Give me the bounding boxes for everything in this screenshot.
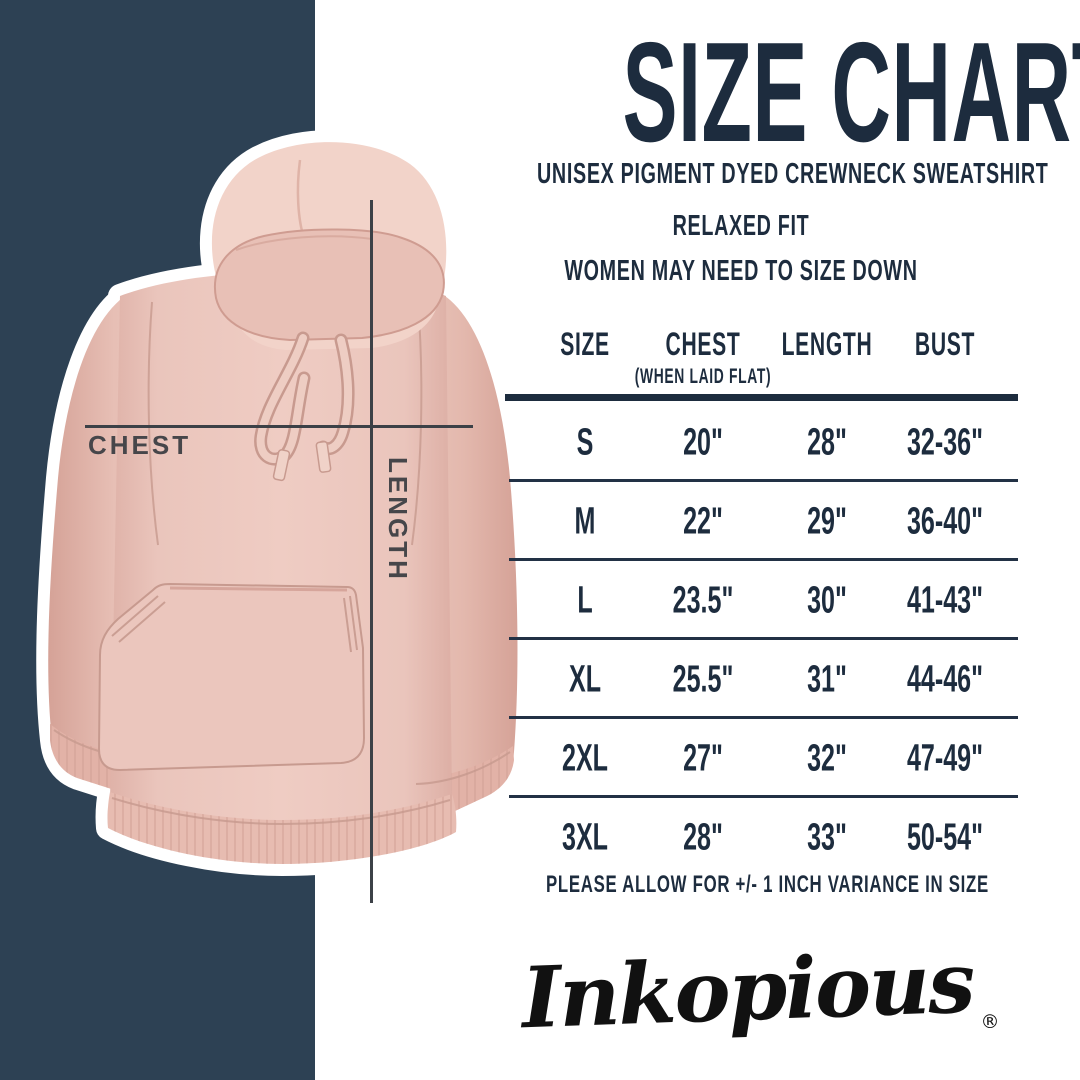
cell-chest: 27" <box>683 737 723 779</box>
registered-trademark: ® <box>980 1010 1000 1034</box>
row-divider <box>509 716 1018 719</box>
cell-bust: 47-49" <box>906 737 984 779</box>
cell-size: L <box>577 579 593 621</box>
cell-bust: 36-40" <box>906 500 984 542</box>
hoodie-collar-roll <box>213 228 445 342</box>
chest-measure-line <box>85 425 473 428</box>
cell-length: 30" <box>807 579 847 621</box>
hoodie-seam-stitches <box>53 301 511 826</box>
drawstring-aglet-left <box>272 449 291 482</box>
drawstring-aglet-right <box>315 440 332 473</box>
cell-chest: 25.5" <box>672 658 734 700</box>
cell-length: 28" <box>807 421 847 463</box>
cell-chest: 22" <box>683 500 723 542</box>
cell-length: 33" <box>807 816 847 858</box>
cell-size: XL <box>568 658 602 700</box>
table-row: S 20" 28" 32-36" <box>505 403 1018 482</box>
length-measure-line <box>370 200 373 903</box>
cell-chest: 23.5" <box>672 579 734 621</box>
table-header-rule <box>505 394 1018 401</box>
row-divider <box>509 479 1018 482</box>
cell-bust: 44-46" <box>906 658 984 700</box>
table-row: 3XL 28" 33" 50-54" <box>505 798 1018 877</box>
table-row: L 23.5" 30" 41-43" <box>505 561 1018 640</box>
cell-bust: 50-54" <box>906 816 984 858</box>
column-header-size: SIZE <box>560 326 610 362</box>
column-header-bust: BUST <box>914 326 976 362</box>
cell-size: 2XL <box>561 737 609 779</box>
cell-chest: 20" <box>683 421 723 463</box>
table-row: M 22" 29" 36-40" <box>505 482 1018 561</box>
cell-size: 3XL <box>561 816 609 858</box>
variance-note: PLEASE ALLOW FOR +/- 1 INCH VARIANCE IN … <box>546 871 989 898</box>
fit-note: RELAXED FIT <box>672 210 810 242</box>
cell-bust: 32-36" <box>906 421 984 463</box>
row-divider <box>509 795 1018 798</box>
cell-length: 31" <box>807 658 847 700</box>
cell-size: M <box>574 500 596 542</box>
cell-length: 32" <box>807 737 847 779</box>
table-row: 2XL 27" 32" 47-49" <box>505 719 1018 798</box>
row-divider <box>509 558 1018 561</box>
hoodie-artwork <box>48 142 518 864</box>
brand-logo: Inkopious ® <box>520 918 1000 1062</box>
pocket-stitches <box>111 586 358 653</box>
hoodie-hem-rib <box>107 792 457 864</box>
column-header-chest: CHEST <box>665 326 741 362</box>
chest-subnote: (WHEN LAID FLAT) <box>634 365 772 388</box>
cell-bust: 41-43" <box>906 579 984 621</box>
cell-chest: 28" <box>683 816 723 858</box>
row-divider <box>509 637 1018 640</box>
cell-size: S <box>576 421 594 463</box>
chest-measure-label: CHEST <box>88 430 192 460</box>
cell-length: 29" <box>807 500 847 542</box>
sizing-note: WOMEN MAY NEED TO SIZE DOWN <box>564 255 918 287</box>
collar-fold-line <box>235 235 373 251</box>
length-measure-label: LENGTH <box>383 457 413 582</box>
brand-name: Inkopious <box>520 932 975 1048</box>
hoodie-pocket <box>97 582 366 772</box>
table-row: XL 25.5" 31" 44-46" <box>505 640 1018 719</box>
size-table: SIZE CHEST LENGTH BUST (WHEN LAID FLAT) … <box>505 0 1018 880</box>
column-header-length: LENGTH <box>781 326 873 362</box>
